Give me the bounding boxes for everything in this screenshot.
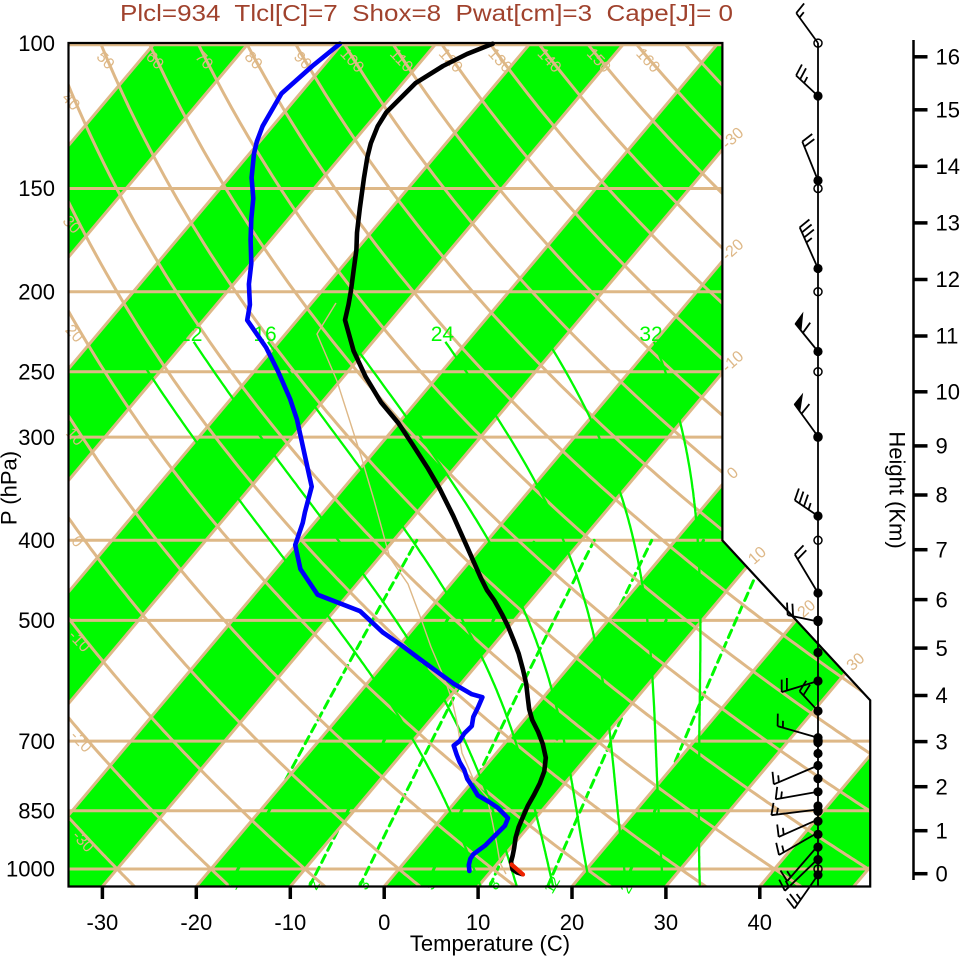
svg-text:Plcl=934 Tlcl[C]=7 Shox=8 P: Plcl=934 Tlcl[C]=7 Shox=8 Pwat[cm]=3 Cap… — [120, 0, 733, 26]
svg-text:10: 10 — [936, 380, 960, 405]
svg-text:-10: -10 — [274, 910, 306, 935]
svg-text:14: 14 — [936, 154, 960, 179]
svg-text:16: 16 — [936, 45, 960, 70]
svg-text:15: 15 — [936, 98, 960, 123]
svg-text:8: 8 — [936, 483, 948, 508]
svg-text:12: 12 — [541, 874, 564, 897]
svg-text:P (hPa): P (hPa) — [0, 451, 22, 525]
svg-text:28: 28 — [533, 323, 556, 346]
svg-text:Height (Km): Height (Km) — [884, 431, 909, 548]
svg-text:100: 100 — [18, 31, 55, 56]
svg-text:2: 2 — [936, 774, 948, 799]
svg-text:850: 850 — [18, 798, 55, 823]
svg-text:0: 0 — [378, 910, 390, 935]
svg-text:24: 24 — [431, 323, 455, 346]
svg-text:30: 30 — [654, 910, 678, 935]
svg-text:5: 5 — [936, 636, 948, 661]
svg-text:7: 7 — [936, 537, 948, 562]
svg-text:20: 20 — [560, 910, 584, 935]
svg-text:200: 200 — [18, 279, 55, 304]
svg-text:11: 11 — [936, 324, 959, 349]
svg-text:13: 13 — [936, 211, 960, 236]
svg-text:20: 20 — [617, 874, 640, 897]
svg-text:-30: -30 — [87, 910, 119, 935]
svg-text:12: 12 — [179, 323, 202, 346]
svg-text:0: 0 — [936, 861, 948, 886]
svg-text:32: 32 — [639, 323, 662, 346]
svg-text:40: 40 — [748, 910, 772, 935]
svg-text:12: 12 — [936, 267, 960, 292]
svg-text:150: 150 — [18, 176, 55, 201]
svg-text:300: 300 — [18, 425, 55, 450]
svg-text:-20: -20 — [180, 910, 212, 935]
svg-text:250: 250 — [18, 359, 55, 384]
svg-text:500: 500 — [18, 608, 55, 633]
svg-text:9: 9 — [936, 434, 948, 459]
svg-text:8: 8 — [120, 323, 132, 346]
svg-text:3: 3 — [936, 729, 948, 754]
svg-text:700: 700 — [18, 729, 55, 754]
svg-text:6: 6 — [936, 587, 948, 612]
svg-text:400: 400 — [18, 528, 55, 553]
svg-text:1: 1 — [936, 818, 948, 843]
svg-text:4: 4 — [936, 683, 948, 708]
svg-text:Temperature (C): Temperature (C) — [410, 931, 570, 956]
svg-text:1000: 1000 — [6, 857, 55, 882]
svg-text:10: 10 — [466, 910, 490, 935]
